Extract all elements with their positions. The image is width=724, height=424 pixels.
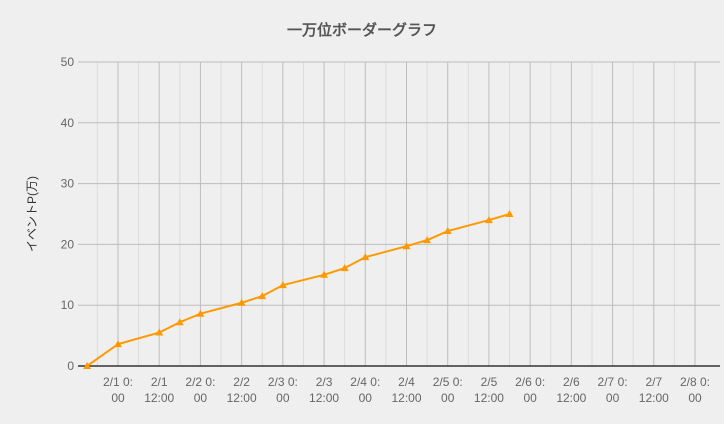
data-point-marker [505,210,514,217]
y-axis-label: イベントP(万) [25,176,39,252]
data-point-marker [320,270,329,278]
y-tick-label: 50 [61,55,75,69]
series-line [86,213,510,367]
data-point-marker [155,328,164,336]
x-tick-label: 2/7 0: 00 [598,375,628,405]
x-tick-label: 2/3 12:00 [309,375,339,405]
x-tick-label: 2/6 12:00 [556,375,586,405]
x-tick-label: 2/4 0: 00 [350,375,380,405]
data-point-marker [340,264,349,272]
data-point-marker [443,227,452,235]
data-point-marker [402,242,411,250]
data-point-marker [114,340,122,348]
data-point-marker [175,318,184,326]
data-point-marker [196,309,205,317]
chart-title: 一万位ボーダーグラフ [287,21,437,39]
y-tick-label: 40 [61,116,75,130]
data-point-marker [258,292,267,300]
data-point-marker [423,236,432,244]
data-point-marker [83,362,92,369]
x-tick-label: 2/1 12:00 [144,375,174,405]
x-tick-label: 2/5 12:00 [474,375,504,405]
x-tick-label: 2/2 0: 00 [185,375,215,405]
x-tick-label: 2/1 0: 00 [103,375,133,405]
data-point-marker [278,281,287,289]
x-tick-label: 2/2 12:00 [227,375,257,405]
y-tick-label: 20 [61,237,75,251]
x-tick-label: 2/7 12:00 [639,375,669,405]
y-tick-label: 10 [61,298,75,312]
y-tick-label: 30 [61,177,75,191]
x-tick-label: 2/4 12:00 [391,375,421,405]
x-tick-label: 2/5 0: 00 [433,375,463,405]
data-point-marker [237,298,246,306]
x-tick-label: 2/6 0: 00 [515,375,545,405]
y-tick-label: 0 [67,359,74,373]
data-point-marker [484,216,493,224]
x-tick-label: 2/3 0: 00 [268,375,298,405]
x-tick-label: 2/8 0: 00 [680,375,710,405]
data-point-marker [361,253,370,261]
